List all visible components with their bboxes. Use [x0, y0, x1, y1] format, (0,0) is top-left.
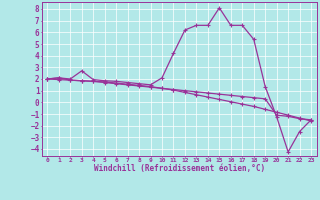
- X-axis label: Windchill (Refroidissement éolien,°C): Windchill (Refroidissement éolien,°C): [94, 164, 265, 173]
